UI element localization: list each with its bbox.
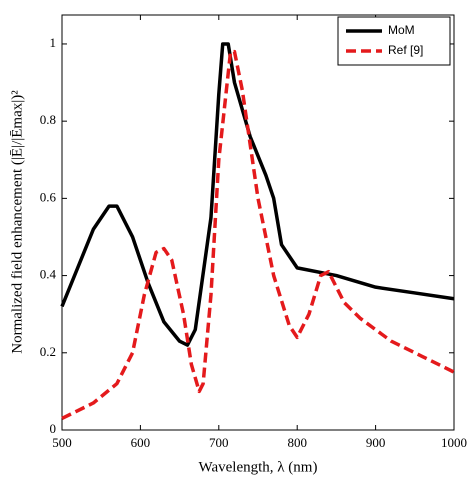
x-tick-label: 700 xyxy=(209,435,229,450)
x-axis-label: Wavelength, λ (nm) xyxy=(199,459,318,475)
x-tick-label: 500 xyxy=(52,435,72,450)
x-tick-label: 800 xyxy=(287,435,307,450)
y-tick-label: 0.6 xyxy=(40,189,57,204)
plot-frame xyxy=(61,14,455,431)
series-line xyxy=(61,49,455,420)
y-tick-label: 0.2 xyxy=(40,344,56,359)
legend-label: Ref [9] xyxy=(388,43,423,57)
legend-box xyxy=(337,16,451,66)
y-tick-label: 1 xyxy=(50,35,57,50)
legend-label: MoM xyxy=(388,23,415,37)
x-tick-label: 900 xyxy=(366,435,386,450)
y-tick-label: 0.8 xyxy=(40,112,56,127)
y-tick-label: 0.4 xyxy=(40,267,57,282)
y-tick-label: 0 xyxy=(50,421,57,436)
x-tick-label: 1000 xyxy=(441,435,467,450)
y-axis-label: Normalized field enhancement (|Ē|/|Ēmax|… xyxy=(9,90,25,354)
series-line xyxy=(60,42,455,347)
x-tick-label: 600 xyxy=(131,435,151,450)
